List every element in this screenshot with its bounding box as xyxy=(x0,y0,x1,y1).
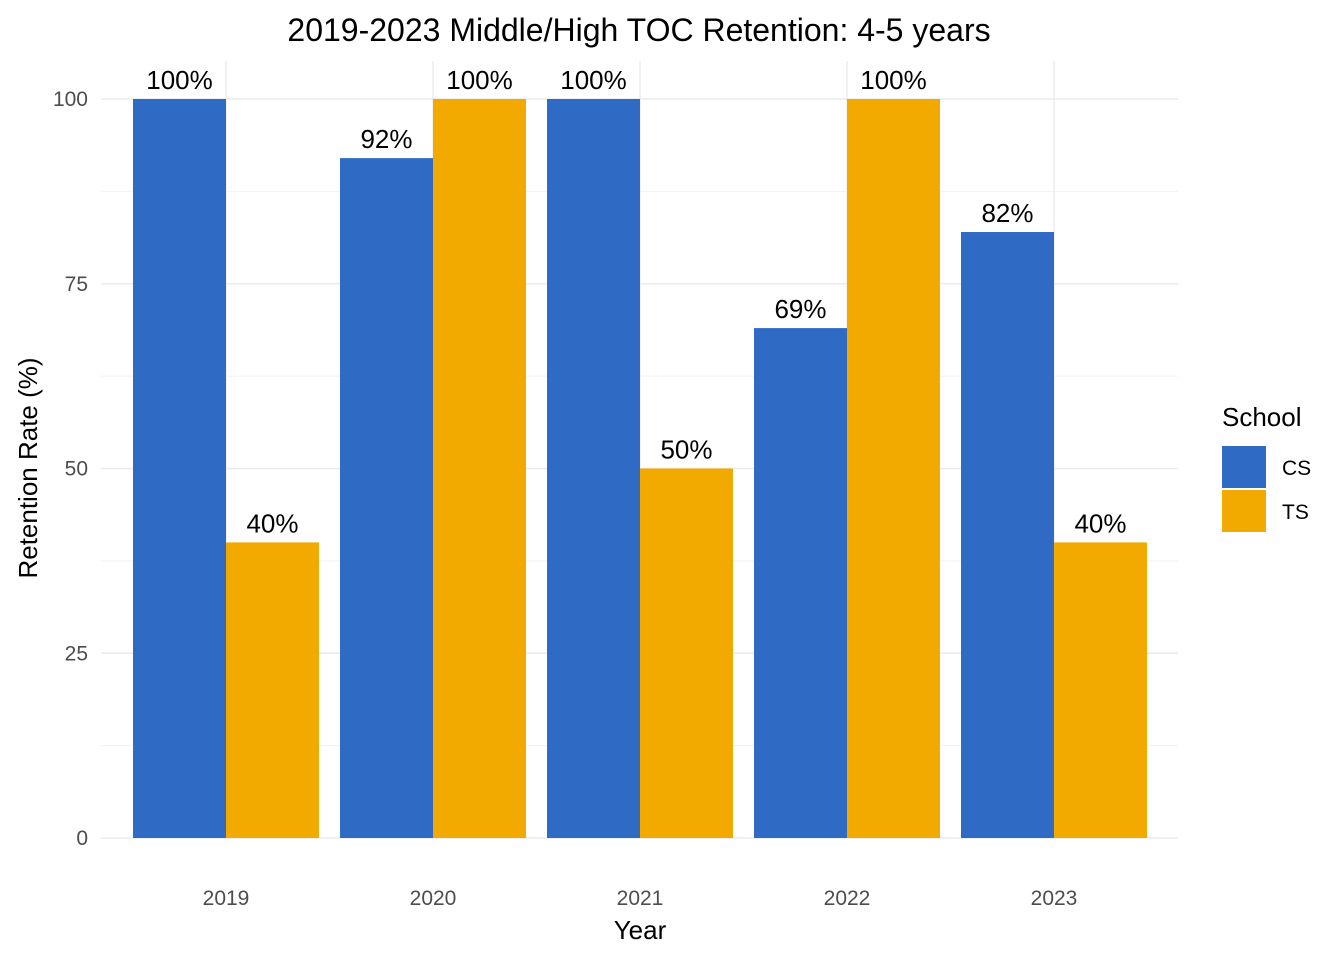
data-label-ts-2023: 40% xyxy=(1074,508,1126,538)
legend-key-ts xyxy=(1222,490,1266,532)
x-tick-label: 2020 xyxy=(410,887,457,910)
bars xyxy=(133,99,1147,838)
legend-key-cs xyxy=(1222,446,1266,488)
x-tick-label: 2022 xyxy=(824,887,871,910)
bar-cs-2022 xyxy=(754,328,847,838)
data-label-cs-2019: 100% xyxy=(146,65,213,95)
bar-ts-2021 xyxy=(640,468,733,838)
legend-title: School xyxy=(1222,402,1302,432)
y-tick-label: 75 xyxy=(65,273,88,296)
legend-label-cs: CS xyxy=(1282,457,1311,480)
bar-cs-2021 xyxy=(547,99,640,838)
x-axis-title: Year xyxy=(614,915,667,945)
y-tick-label: 100 xyxy=(53,88,88,111)
data-labels: 100% 92% 100% 69% 82% 40% 100% 50% 100% 40% xyxy=(146,65,1126,538)
data-label-cs-2020: 92% xyxy=(360,124,412,154)
bar-ts-2023 xyxy=(1054,542,1147,838)
bar-cs-2019 xyxy=(133,99,226,838)
y-axis: 0 25 50 75 100 xyxy=(53,88,88,850)
legend: School CS TS xyxy=(1222,402,1311,532)
data-label-ts-2020: 100% xyxy=(446,65,513,95)
data-label-cs-2021: 100% xyxy=(560,65,627,95)
y-tick-label: 50 xyxy=(65,458,88,481)
x-tick-label: 2021 xyxy=(617,887,664,910)
data-label-ts-2022: 100% xyxy=(860,65,927,95)
chart-title: 2019-2023 Middle/High TOC Retention: 4-5… xyxy=(287,12,990,48)
x-tick-label: 2023 xyxy=(1031,887,1078,910)
bar-cs-2020 xyxy=(340,158,433,838)
data-label-cs-2022: 69% xyxy=(774,294,826,324)
y-axis-title: Retention Rate (%) xyxy=(13,357,43,578)
x-axis: 2019 2020 2021 2022 2023 xyxy=(203,887,1078,910)
bar-ts-2022 xyxy=(847,99,940,838)
x-tick-label: 2019 xyxy=(203,887,250,910)
y-tick-label: 0 xyxy=(76,827,88,850)
data-label-ts-2021: 50% xyxy=(660,435,712,465)
y-tick-label: 25 xyxy=(65,642,88,665)
data-label-cs-2023: 82% xyxy=(981,198,1033,228)
bar-ts-2020 xyxy=(433,99,526,838)
bar-cs-2023 xyxy=(961,232,1054,838)
legend-label-ts: TS xyxy=(1282,501,1309,524)
bar-ts-2019 xyxy=(226,542,319,838)
data-label-ts-2019: 40% xyxy=(246,508,298,538)
